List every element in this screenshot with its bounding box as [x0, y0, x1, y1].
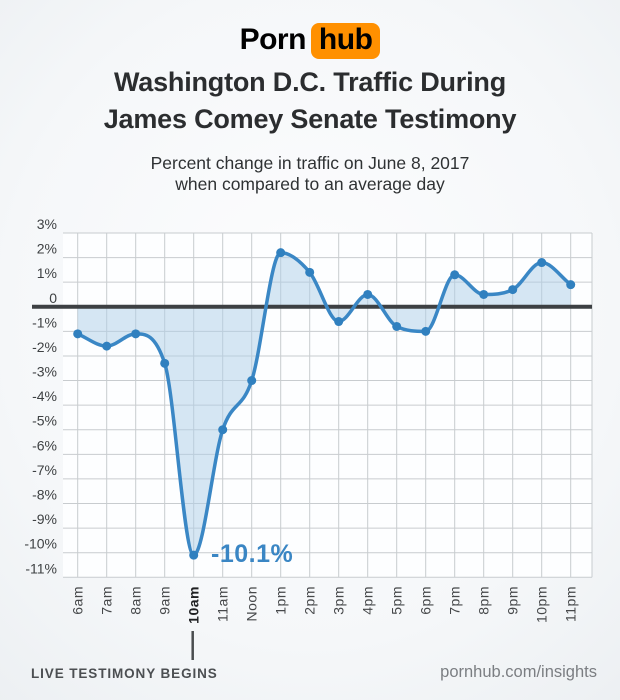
data-point [305, 267, 315, 277]
y-axis-label: -1% [32, 314, 57, 330]
y-axis-label: -4% [32, 388, 57, 404]
x-axis-label: 7am [99, 586, 115, 615]
y-axis-label: 1% [37, 265, 57, 281]
page-subtitle-line2: when compared to an average day [175, 174, 445, 194]
x-axis-label: 4pm [360, 586, 376, 615]
y-axis-label: -10% [24, 536, 57, 552]
data-point [508, 285, 518, 295]
x-axis-label: 3pm [331, 586, 347, 615]
data-point [73, 329, 83, 339]
data-point [218, 425, 228, 435]
x-axis-label: 11am [215, 586, 231, 622]
x-axis-label: 8am [128, 586, 144, 615]
y-axis-label: -7% [32, 462, 57, 478]
data-point [479, 289, 489, 299]
x-axis-label: 10pm [534, 586, 550, 623]
x-axis-label: 6pm [418, 586, 434, 615]
page-title-line2: James Comey Senate Testimony [103, 104, 517, 134]
y-axis-label: 0 [49, 290, 57, 306]
x-axis-label: 6am [70, 586, 86, 615]
y-axis-label: -6% [32, 437, 57, 453]
data-point [392, 321, 402, 331]
x-axis-label: 8pm [476, 586, 492, 615]
x-axis-label: 5pm [389, 586, 405, 615]
page-title-line1: Washington D.C. Traffic During [114, 67, 506, 97]
data-point [334, 317, 344, 327]
x-axis-label: 11pm [563, 586, 579, 622]
x-axis-label-10am: 10am [186, 586, 202, 624]
logo-porn-text: Porn [239, 23, 307, 56]
data-point [566, 280, 576, 290]
data-point [102, 341, 112, 351]
y-axis-label: -9% [32, 511, 57, 527]
pornhub-logo: Porn hub [0, 23, 620, 59]
data-point [189, 550, 199, 560]
data-point [537, 258, 547, 268]
x-axis-label: 7pm [447, 586, 463, 615]
y-axis-label: -3% [32, 364, 57, 380]
x-axis-label: 9pm [505, 586, 521, 615]
y-axis-label: 2% [37, 241, 57, 257]
min-value-annotation: -10.1% [211, 540, 294, 568]
logo-hub-badge: hub [310, 23, 381, 59]
x-axis-label: 1pm [273, 586, 289, 615]
y-axis-label: -11% [25, 560, 57, 576]
x-axis-label: Noon [244, 586, 260, 621]
page-subtitle-line1: Percent change in traffic on June 8, 201… [150, 153, 470, 173]
pornhub-insights-url: pornhub.com/insights [440, 663, 597, 681]
y-axis-label: -2% [32, 339, 57, 355]
y-axis-label: -8% [32, 487, 57, 503]
data-point [247, 376, 257, 386]
y-axis-label: 3% [37, 216, 57, 232]
data-point [160, 358, 170, 368]
x-axis-label: 9am [157, 586, 173, 615]
data-point [131, 329, 141, 339]
data-point [363, 289, 373, 299]
data-point [276, 248, 286, 258]
data-point [421, 326, 431, 336]
live-testimony-annotation: LIVE TESTIMONY BEGINS [31, 666, 218, 681]
area-fill [77, 252, 571, 556]
page-title: Washington D.C. Traffic During James Com… [0, 64, 620, 138]
data-point [450, 270, 460, 280]
page-subtitle: Percent change in traffic on June 8, 201… [0, 153, 620, 195]
y-axis-label: -5% [32, 413, 57, 429]
x-axis-label: 2pm [302, 586, 318, 615]
